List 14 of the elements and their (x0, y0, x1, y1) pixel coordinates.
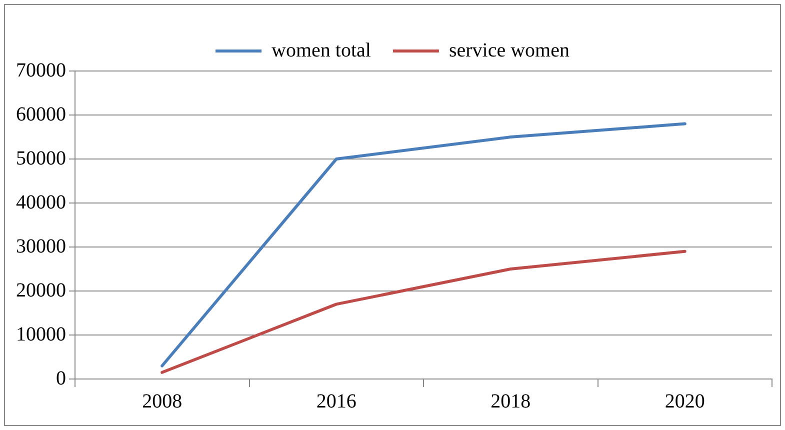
y-tick-label: 50000 (16, 147, 66, 170)
x-tick-label: 2016 (316, 390, 356, 412)
y-tick-label: 70000 (16, 59, 66, 82)
x-tick-label: 2008 (142, 390, 182, 412)
y-tick-label: 20000 (16, 279, 66, 302)
x-tick-label: 2018 (490, 390, 531, 412)
legend-label: women total (272, 39, 372, 62)
y-tick-label: 0 (56, 367, 66, 390)
y-tick-label: 30000 (16, 235, 66, 258)
legend-label: service women (448, 39, 570, 62)
y-tick-label: 60000 (16, 103, 66, 126)
y-tick-label: 10000 (16, 323, 66, 346)
x-tick-label: 2020 (664, 390, 705, 412)
y-tick-label: 40000 (16, 191, 66, 214)
